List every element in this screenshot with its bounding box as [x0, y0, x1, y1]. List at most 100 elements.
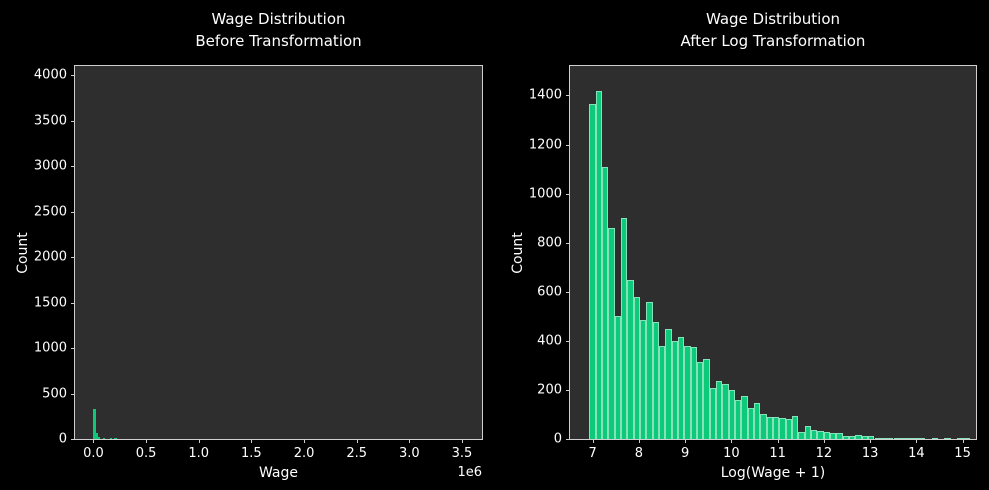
histogram-bar: [697, 361, 704, 439]
x-tick-mark: [409, 439, 411, 443]
histogram-bar: [906, 438, 913, 439]
x-tick-mark: [198, 439, 200, 443]
histogram-bar: [640, 319, 647, 439]
chart-title-line1: Wage Distribution: [211, 10, 346, 28]
x-axis-label: Log(Wage + 1): [720, 465, 826, 481]
x-tick-label: 3.5: [451, 446, 473, 461]
histogram-bar: [95, 432, 99, 439]
y-tick-mark: [71, 348, 75, 350]
y-tick-label: 400: [537, 333, 562, 349]
histogram-bar: [93, 409, 96, 439]
x-tick-mark: [304, 439, 306, 443]
histogram-bar: [608, 227, 615, 439]
x-tick-mark: [356, 439, 358, 443]
x-tick-mark: [638, 439, 640, 443]
x-tick-label: 0.0: [83, 446, 104, 461]
y-tick-label: 0: [553, 431, 562, 447]
histogram-bar: [785, 419, 793, 439]
histogram-bar: [722, 383, 729, 439]
histogram-bar: [709, 387, 717, 439]
histogram-bar: [798, 431, 805, 439]
x-tick-label: 3.0: [398, 446, 420, 461]
y-tick-label: 1000: [33, 340, 67, 356]
y-tick-mark: [71, 393, 75, 395]
y-tick-label: 3500: [33, 113, 67, 129]
histogram-bar: [880, 437, 888, 439]
histogram-bar: [621, 218, 628, 439]
y-tick-label: 0: [58, 431, 67, 447]
histogram-bar: [918, 438, 926, 439]
histogram-bar: [836, 432, 843, 439]
histogram-bar: [912, 438, 919, 439]
histogram-bar: [690, 346, 698, 439]
y-tick-label: 1000: [528, 186, 562, 202]
x-tick-label: 0.5: [135, 446, 157, 461]
histogram-bar: [98, 437, 101, 439]
x-tick-mark: [146, 439, 148, 443]
x-tick-label: 1.5: [241, 446, 262, 461]
y-tick-label: 2000: [33, 249, 67, 265]
y-tick-mark: [71, 302, 75, 304]
y-tick-label: 800: [537, 235, 562, 251]
histogram-bar: [811, 429, 818, 439]
histogram-bar: [931, 438, 938, 439]
y-tick-mark: [71, 257, 75, 259]
plot-area: Wage Distribution Before Transformation …: [15, 10, 483, 481]
histogram-bar: [109, 438, 112, 439]
histogram-bar: [773, 417, 780, 439]
x-tick-mark: [962, 439, 964, 443]
histogram-bar: [114, 438, 117, 439]
histogram-bar: [963, 438, 970, 439]
histogram-bar: [779, 418, 786, 439]
y-tick-mark: [71, 211, 75, 213]
histogram-bar: [595, 90, 603, 439]
x-tick-label: 14: [908, 446, 925, 461]
y-axis-label: Count: [510, 231, 526, 274]
histogram-bar: [944, 438, 951, 439]
y-tick-label: 200: [537, 382, 562, 398]
histogram-bar: [646, 301, 653, 439]
histogram-bar: [678, 337, 685, 439]
x-tick-mark: [870, 439, 872, 443]
histogram-bar: [842, 435, 850, 439]
histogram-bar: [956, 437, 964, 439]
x-tick-label: 7: [588, 446, 597, 461]
y-tick-mark: [566, 439, 570, 440]
histogram-bar: [792, 416, 799, 439]
x-tick-label: 15: [954, 446, 971, 461]
histogram-bar: [741, 396, 748, 439]
histogram-bar: [747, 408, 755, 439]
histogram-bar: [817, 430, 824, 439]
chart-title-line2: Before Transformation: [195, 32, 362, 50]
y-tick-label: 3000: [33, 158, 67, 174]
y-tick-mark: [566, 389, 570, 391]
plot-area: Wage Distribution After Log Transformati…: [510, 10, 977, 481]
histogram-bar: [659, 345, 666, 439]
x-tick-mark: [461, 439, 463, 443]
x-tick-label: 1.0: [188, 446, 210, 461]
chart-wage-before: Wage Distribution Before Transformation …: [0, 0, 494, 490]
histogram-bar: [627, 279, 634, 439]
chart-wage-after-log: Wage Distribution After Log Transformati…: [495, 0, 989, 490]
x-tick-label: 2.5: [346, 446, 368, 461]
y-tick-mark: [566, 193, 570, 195]
histogram-bar: [633, 296, 641, 439]
x-tick-mark: [823, 439, 825, 443]
y-tick-mark: [71, 166, 75, 168]
histogram-bar: [760, 414, 767, 439]
histogram-bar: [703, 359, 710, 439]
histogram-bar: [716, 381, 723, 439]
y-tick-label: 2500: [33, 204, 67, 220]
y-tick-mark: [566, 242, 570, 244]
histogram-bar: [823, 431, 831, 439]
x-tick-label: 13: [861, 446, 879, 461]
histogram-bar: [830, 432, 837, 439]
histogram-bar: [849, 436, 856, 439]
x-tick-label: 12: [815, 446, 833, 461]
x-tick-mark: [251, 439, 253, 443]
x-tick-label: 9: [681, 446, 690, 461]
x-tick-mark: [731, 439, 733, 443]
x-tick-label: 11: [769, 446, 786, 461]
chart-title-line1: Wage Distribution: [705, 10, 841, 28]
histogram-bar: [589, 104, 596, 439]
